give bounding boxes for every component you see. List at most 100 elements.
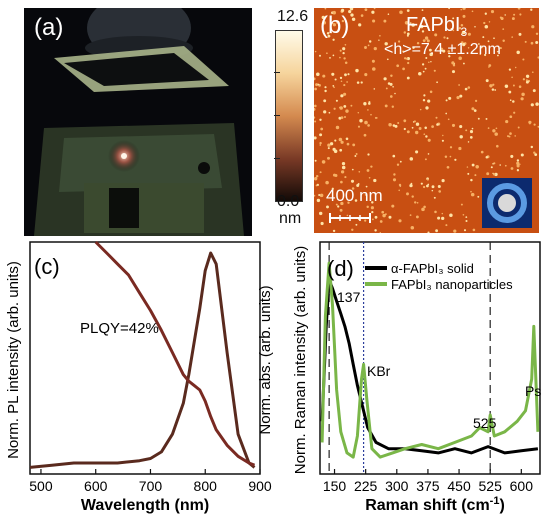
nanoparticle-dot — [319, 54, 321, 57]
nanoparticle-dot — [340, 116, 344, 119]
nanoparticle-dot — [511, 76, 513, 79]
nanoparticle-dot — [416, 201, 419, 204]
nanoparticle-dot — [346, 142, 350, 146]
nanoparticle-dot — [374, 229, 377, 232]
nanoparticle-dot — [467, 32, 471, 36]
nanoparticle-dot — [405, 57, 408, 60]
nanoparticle-dot — [448, 55, 451, 58]
nanoparticle-dot — [329, 142, 334, 146]
x-tick-label: 500 — [29, 478, 53, 494]
nanoparticle-dot — [535, 102, 539, 106]
nanoparticle-dot — [315, 83, 319, 87]
nanoparticle-dot — [398, 219, 402, 223]
series-line — [94, 240, 256, 467]
nanoparticle-dot — [445, 112, 448, 115]
nanoparticle-dot — [407, 61, 410, 65]
nanoparticle-dot — [367, 153, 370, 156]
nanoparticle-dot — [421, 63, 425, 66]
nanoparticle-dot — [326, 205, 329, 209]
nanoparticle-dot — [433, 69, 436, 72]
nanoparticle-dot — [394, 92, 396, 95]
nanoparticle-dot — [460, 8, 462, 11]
nanoparticle-dot — [357, 183, 360, 185]
nanoparticle-dot — [424, 18, 427, 22]
nanoparticle-dot — [364, 73, 368, 77]
nanoparticle-dot — [483, 21, 486, 25]
nanoparticle-dot — [495, 127, 498, 130]
series-lines — [320, 261, 540, 459]
nanoparticle-dot — [333, 86, 335, 89]
nanoparticle-dot — [531, 25, 535, 29]
nanoparticle-dot — [347, 73, 350, 76]
nanoparticle-dot — [472, 228, 476, 232]
nanoparticle-dot — [351, 17, 356, 22]
nanoparticle-dot — [419, 108, 422, 111]
nanoparticle-dot — [442, 49, 446, 53]
nanoparticle-dot — [360, 81, 363, 84]
nanoparticle-dot — [347, 201, 350, 204]
afm-image — [314, 8, 539, 233]
nanoparticle-dot — [438, 190, 442, 193]
nanoparticle-dot — [406, 9, 410, 12]
nanoparticle-dot — [364, 8, 368, 11]
nanoparticle-dot — [447, 118, 450, 121]
nanoparticle-dot — [351, 187, 355, 190]
nanoparticle-dot — [433, 196, 436, 199]
nanoparticle-dot — [492, 83, 495, 86]
nanoparticle-dot — [425, 106, 429, 110]
nanoparticle-dot — [423, 133, 426, 136]
nanoparticle-dot — [329, 57, 331, 59]
nanoparticle-dot — [314, 194, 316, 197]
nanoparticle-dot — [469, 136, 473, 139]
nanoparticle-dot — [409, 183, 413, 188]
nanoparticle-dot — [398, 189, 400, 192]
nanoparticle-dot — [484, 25, 489, 29]
nanoparticle-dot — [355, 68, 359, 73]
nanoparticle-dot — [499, 47, 502, 50]
nanoparticle-dot — [315, 184, 318, 187]
nanoparticle-dot — [512, 84, 515, 87]
nanoparticle-dot — [343, 84, 346, 87]
nanoparticle-dot — [469, 130, 474, 134]
nanoparticle-dot — [332, 23, 337, 27]
nanoparticle-dot — [343, 57, 346, 60]
nanoparticle-dot — [461, 30, 466, 35]
nanoparticle-dot — [492, 173, 496, 176]
nanoparticle-dot — [364, 46, 367, 49]
nanoparticle-dot — [422, 185, 426, 189]
nanoparticle-dot — [430, 61, 432, 63]
nanoparticle-dot — [327, 143, 331, 147]
nanoparticle-dot — [441, 212, 444, 215]
nanoparticle-dot — [530, 103, 534, 107]
photo-panel: (a) — [24, 8, 252, 236]
nanoparticle-dot — [384, 213, 387, 216]
nanoparticle-dot — [451, 20, 454, 24]
nanoparticle-dot — [451, 70, 456, 74]
nanoparticle-dot — [406, 130, 410, 134]
nanoparticle-dot — [524, 40, 527, 43]
nanoparticle-dot — [368, 176, 371, 179]
nanoparticle-dot — [379, 34, 381, 37]
height-colorbar — [275, 30, 303, 202]
nanoparticle-dot — [446, 165, 450, 169]
colorbar-tick — [274, 72, 280, 73]
nanoparticle-dot — [424, 36, 429, 40]
nanoparticle-dot — [409, 22, 412, 24]
nanoparticle-dot — [319, 144, 322, 146]
nanoparticle-dot — [332, 85, 335, 87]
nanoparticle-dot — [477, 195, 480, 198]
nanoparticle-dot — [474, 174, 477, 177]
nanoparticle-dot — [339, 148, 343, 152]
panel-a-label: (a) — [34, 14, 64, 41]
nanoparticle-dot — [393, 173, 396, 176]
nanoparticle-dot — [484, 53, 487, 57]
nanoparticle-dot — [459, 135, 463, 139]
nanoparticle-dot — [343, 115, 347, 119]
nanoparticle-dot — [465, 129, 468, 132]
nanoparticle-dot — [314, 136, 317, 140]
nanoparticle-dot — [449, 155, 452, 158]
x-ticks: 150 300 450 600 225 375 525 — [323, 469, 533, 494]
nanoparticle-dot — [316, 198, 321, 203]
nanoparticle-dot — [339, 76, 343, 80]
nanoparticle-dot — [466, 166, 469, 168]
